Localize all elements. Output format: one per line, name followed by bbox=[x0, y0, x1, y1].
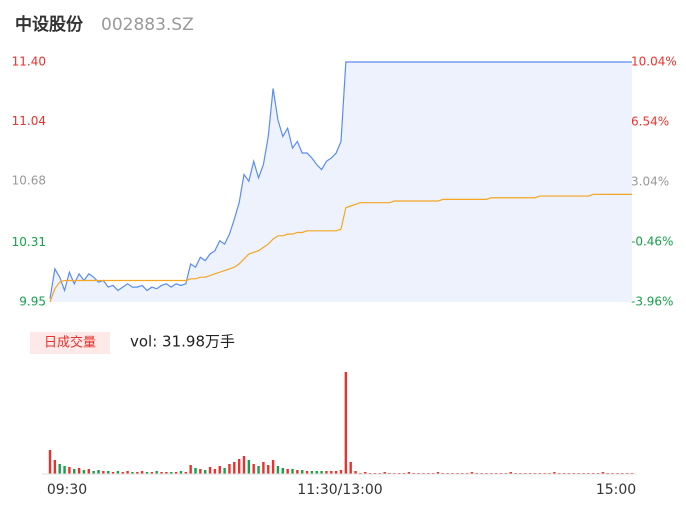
volume-bar bbox=[339, 470, 343, 474]
x-tick-label: 11:30/13:00 bbox=[297, 482, 382, 498]
volume-bar bbox=[68, 467, 71, 474]
volume-bar bbox=[330, 471, 333, 474]
volume-bar bbox=[301, 470, 304, 474]
y-tick-label: 10.68 bbox=[12, 174, 46, 188]
volume-bar bbox=[155, 471, 158, 474]
volume-bar bbox=[102, 471, 105, 474]
volume-bar bbox=[174, 472, 178, 474]
volume-bar bbox=[87, 469, 90, 474]
volume-bar bbox=[334, 471, 338, 474]
stock-code: 002883.SZ bbox=[101, 15, 194, 35]
volume-bar bbox=[364, 472, 367, 474]
volume-bar bbox=[601, 472, 605, 474]
volume-bar bbox=[242, 456, 246, 474]
volume-bar bbox=[121, 472, 124, 474]
volume-bar bbox=[126, 471, 129, 474]
price-area bbox=[50, 62, 632, 302]
average-line bbox=[49, 193, 632, 303]
volume-tag bbox=[30, 332, 110, 354]
volume-bar bbox=[247, 460, 251, 474]
volume-bar bbox=[310, 471, 314, 474]
price-line bbox=[49, 61, 632, 299]
y2-tick-label: -3.96% bbox=[631, 295, 673, 309]
volume-bar bbox=[194, 468, 197, 474]
volume-bar bbox=[107, 471, 110, 474]
volume-bar bbox=[252, 464, 255, 474]
volume-bar bbox=[48, 450, 52, 474]
y2-tick-label: 3.04% bbox=[631, 175, 669, 189]
volume-bar bbox=[150, 472, 154, 474]
y-tick-label: 9.95 bbox=[19, 295, 46, 309]
y-tick-label: 10.31 bbox=[12, 235, 46, 249]
volume-bar bbox=[53, 460, 57, 474]
y-tick-label: 11.04 bbox=[12, 114, 46, 128]
volume-bar bbox=[233, 462, 236, 474]
volume-bar bbox=[63, 466, 66, 474]
volume-title: 日成交量 bbox=[44, 335, 96, 351]
volume-bar bbox=[354, 471, 357, 474]
volume-bar bbox=[111, 472, 115, 474]
volume-bar bbox=[145, 472, 149, 474]
volume-bar bbox=[315, 471, 318, 474]
volume-bar bbox=[73, 469, 76, 474]
volume-bar bbox=[58, 464, 61, 474]
volume-bar bbox=[223, 468, 226, 474]
volume-bar bbox=[320, 471, 323, 474]
volume-bar bbox=[213, 469, 217, 474]
volume-bar bbox=[116, 471, 120, 474]
volume-bar bbox=[291, 469, 294, 474]
volume-bar bbox=[140, 471, 144, 474]
volume-bar bbox=[470, 472, 474, 474]
volume-bar bbox=[204, 470, 207, 474]
volume-bar bbox=[383, 472, 386, 474]
volume-bar bbox=[286, 469, 289, 474]
y2-tick-label: -0.46% bbox=[631, 235, 673, 249]
volume-bar bbox=[77, 468, 81, 474]
volume-bar bbox=[509, 472, 512, 474]
volume-bar bbox=[281, 468, 284, 474]
x-tick-label: 15:00 bbox=[596, 482, 636, 498]
volume-bar bbox=[82, 470, 86, 474]
stock-name: 中设股份 bbox=[15, 14, 84, 35]
volume-bar bbox=[208, 467, 212, 474]
volume-bar bbox=[296, 470, 299, 474]
volume-bar bbox=[305, 471, 309, 474]
volume-bar bbox=[131, 472, 134, 474]
volume-label: vol: 31.98万手 bbox=[130, 333, 235, 351]
volume-bar bbox=[179, 471, 183, 474]
volume-bar bbox=[407, 472, 411, 474]
volume-bar bbox=[136, 472, 139, 474]
volume-bar bbox=[262, 462, 265, 474]
volume-bar bbox=[97, 470, 100, 474]
volume-bar bbox=[165, 472, 168, 474]
volume-bar bbox=[189, 465, 192, 474]
y2-tick-label: 6.54% bbox=[631, 115, 669, 129]
volume-bar bbox=[267, 465, 270, 474]
volume-bar bbox=[160, 472, 163, 474]
volume-bar bbox=[325, 471, 328, 474]
x-tick-label: 09:30 bbox=[47, 482, 87, 498]
y-tick-label: 11.40 bbox=[12, 55, 46, 69]
volume-bar bbox=[199, 469, 202, 474]
volume-bar bbox=[237, 459, 241, 474]
volume-bar bbox=[349, 462, 352, 474]
volume-bar bbox=[344, 372, 348, 474]
volume-bar bbox=[228, 464, 231, 474]
volume-bar bbox=[257, 466, 260, 474]
volume-bar bbox=[170, 472, 173, 474]
volume-bar bbox=[553, 472, 556, 474]
volume-bar bbox=[184, 472, 187, 474]
y2-tick-label: 10.04% bbox=[631, 55, 677, 69]
volume-bar bbox=[436, 472, 440, 474]
volume-bar bbox=[271, 460, 275, 474]
volume-bar bbox=[92, 471, 95, 474]
volume-bar bbox=[276, 466, 280, 474]
volume-bar bbox=[218, 466, 221, 474]
